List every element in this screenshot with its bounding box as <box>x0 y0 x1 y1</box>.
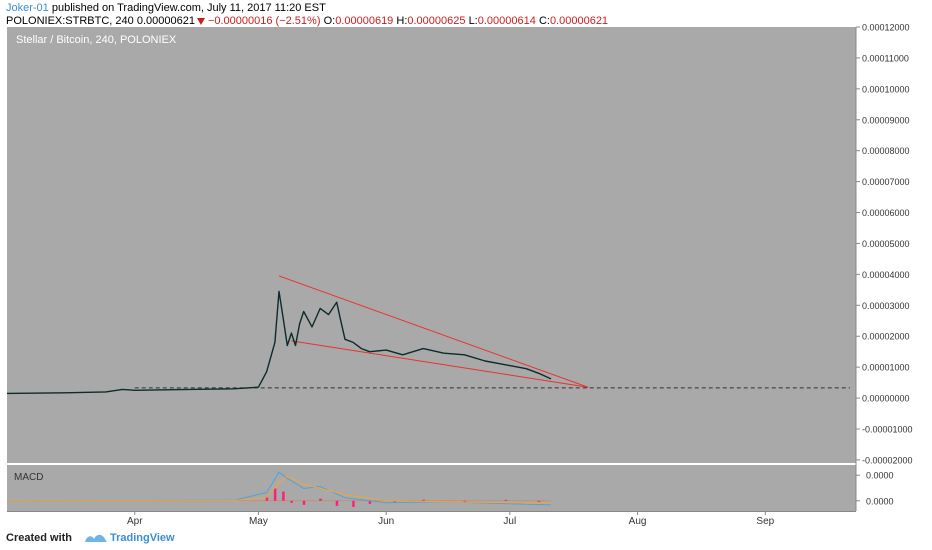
x-tick-label: Aug <box>629 516 647 527</box>
open-value: 0.00000619 <box>335 15 394 27</box>
macd-histogram-bar <box>463 500 466 502</box>
main-plot-area[interactable] <box>7 27 856 463</box>
y-tick-label: 0.00008000 <box>862 146 910 156</box>
y-tick-label: 0.00002000 <box>862 332 910 342</box>
x-tick-label: Apr <box>127 516 143 527</box>
high-label: H: <box>396 15 408 27</box>
y-tick-label: 0.00009000 <box>862 115 910 125</box>
published-text: published on TradingView.com, July 11, 2… <box>51 2 326 14</box>
x-tick-label: Jul <box>503 516 516 527</box>
y-tick-label: 0.00006000 <box>862 208 910 218</box>
close-label: C: <box>538 15 550 27</box>
y-tick-label: 0.00010000 <box>862 84 910 94</box>
down-arrow-icon <box>196 17 205 25</box>
price-series-line <box>6 290 552 395</box>
last-price: 0.00000621 <box>136 15 195 27</box>
macd-histogram-bar <box>422 499 425 501</box>
macd-histogram-bar <box>368 500 372 504</box>
macd-histogram-bar <box>302 500 306 505</box>
macd-title: MACD <box>14 472 43 483</box>
macd-histogram-bar <box>335 500 339 506</box>
macd-histogram-bar <box>319 498 322 501</box>
created-with-text: Created with <box>6 532 73 544</box>
y-tick-label: 0.00005000 <box>862 239 910 249</box>
tradingview-logo-icon <box>85 534 107 542</box>
x-tick-label: Jun <box>378 516 394 527</box>
macd-histogram-bar <box>393 500 396 503</box>
tradingview-brand[interactable]: TradingView <box>110 532 175 544</box>
price-change: −0.00000016 (−2.51%) <box>207 15 321 27</box>
y-tick-label: 0.00012000 <box>862 23 910 33</box>
symbol-info: POLONIEX:STRBTC, 240 0.00000621 −0.000000… <box>6 15 608 27</box>
y-tick-label: -0.00002000 <box>862 455 913 465</box>
high-value: 0.00000625 <box>407 15 466 27</box>
x-tick-label: May <box>249 516 268 527</box>
x-tick-label: Sep <box>756 516 774 527</box>
y-tick-label: 0.00011000 <box>862 53 909 63</box>
footer: Created with TradingView <box>0 528 932 550</box>
macd-histogram-bar <box>352 500 355 507</box>
price-chart[interactable]: 0.00012000 0.00011000 0.00010000 0.00009000… <box>0 0 932 528</box>
low-label: L: <box>468 15 478 27</box>
y-tick-label: 0.00003000 <box>862 301 910 311</box>
author-link[interactable]: Joker-01 <box>6 2 49 14</box>
macd-histogram-bar <box>537 500 541 502</box>
open-label: O: <box>323 15 336 27</box>
close-value: 0.00000621 <box>549 15 609 27</box>
trend-line <box>291 340 589 388</box>
macd-histogram-bar <box>504 499 508 501</box>
trend-line <box>278 275 589 388</box>
y-tick-label: 0.00001000 <box>862 363 910 373</box>
low-value: 0.00000614 <box>477 15 536 27</box>
price-axis <box>856 27 932 511</box>
y-tick-label: 0.00004000 <box>862 270 910 280</box>
macd-histogram-bar <box>282 491 285 501</box>
macd-y-tick-label: 0.0000 <box>866 496 894 506</box>
y-tick-label: -0.00001000 <box>862 424 913 434</box>
y-tick-label: 0.00000000 <box>862 394 910 404</box>
macd-y-tick-label: 0.0000 <box>866 471 894 481</box>
macd-histogram-bar <box>265 496 269 501</box>
signal-line <box>6 475 552 505</box>
chart-title: Stellar / Bitcoin, 240, POLONIEX <box>16 34 177 46</box>
y-tick-label: 0.00007000 <box>862 177 910 187</box>
macd-plot-area[interactable] <box>7 465 856 511</box>
macd-histogram-bar <box>290 500 293 503</box>
time-axis <box>0 511 932 528</box>
macd-histogram-bar <box>273 488 277 501</box>
symbol-label: POLONIEX:STRBTC, 240 <box>6 15 134 27</box>
publish-info: Joker-01 published on TradingView.com, J… <box>6 2 326 14</box>
